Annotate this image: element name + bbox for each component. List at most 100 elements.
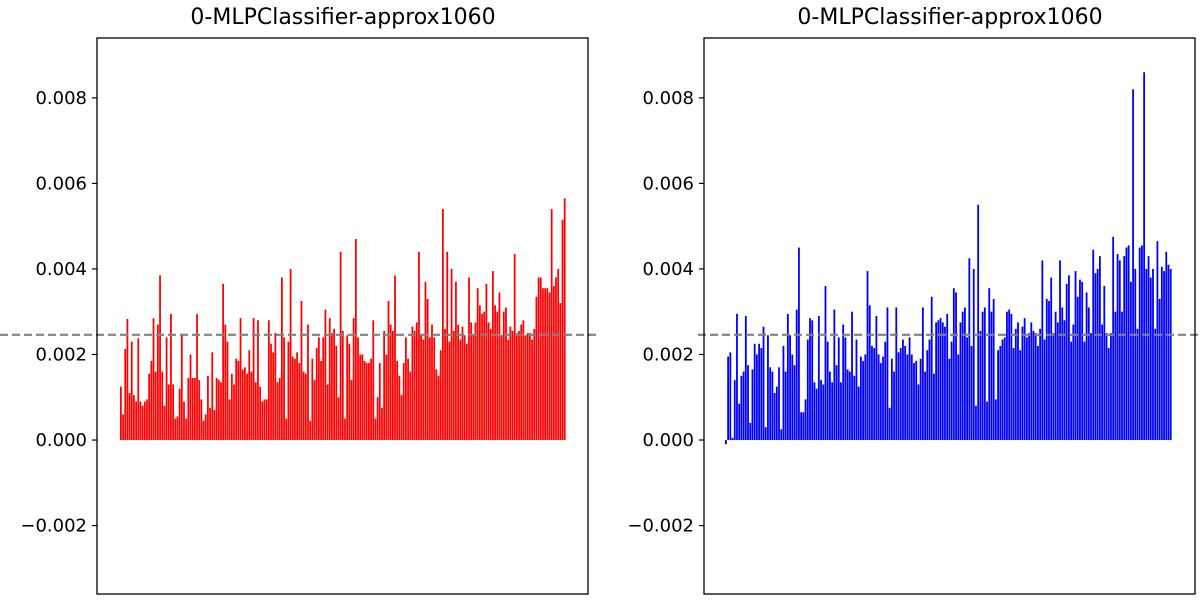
bar	[165, 337, 168, 441]
bar	[884, 341, 887, 441]
bar	[489, 328, 492, 441]
bar	[857, 386, 860, 441]
bar	[1114, 311, 1117, 441]
bar	[1116, 253, 1119, 441]
bar	[159, 275, 161, 441]
bar	[1167, 264, 1170, 441]
bar	[455, 281, 457, 441]
bar	[561, 219, 564, 441]
bar	[764, 427, 767, 441]
bar	[820, 380, 822, 441]
bar	[1094, 273, 1097, 441]
bar	[291, 356, 294, 441]
bar	[1110, 333, 1112, 441]
bar	[1092, 249, 1095, 441]
bar	[209, 407, 211, 441]
bar	[370, 358, 372, 441]
bar	[313, 380, 316, 441]
bar	[747, 365, 749, 441]
bar	[1061, 307, 1064, 441]
bar	[1023, 318, 1026, 441]
bar	[304, 373, 307, 441]
bar	[178, 388, 181, 441]
bar	[544, 288, 547, 441]
bar	[817, 316, 820, 441]
bar	[298, 363, 301, 441]
bar	[161, 371, 164, 441]
bar	[326, 384, 329, 441]
y-tick-label: 0.008	[642, 88, 694, 109]
bar	[448, 341, 451, 441]
bar	[529, 333, 531, 441]
bar	[917, 384, 920, 441]
bar	[853, 375, 856, 441]
bar	[972, 268, 975, 441]
bar	[496, 311, 499, 441]
bar	[526, 333, 529, 441]
y-tick-label: 0.008	[35, 88, 87, 109]
bar	[244, 367, 246, 441]
bar	[933, 373, 935, 441]
bar	[1141, 245, 1143, 441]
bar	[531, 339, 533, 441]
bar	[913, 363, 915, 441]
bar	[946, 313, 949, 441]
bar	[437, 375, 440, 441]
bar	[407, 358, 409, 441]
bar	[485, 283, 488, 441]
bar	[1014, 328, 1017, 441]
bar	[789, 335, 791, 441]
bar	[753, 343, 756, 441]
bar	[1039, 328, 1042, 441]
bar	[431, 324, 433, 441]
bar	[1059, 260, 1061, 441]
bar	[441, 209, 444, 441]
bar	[217, 380, 220, 441]
bar	[1127, 245, 1130, 441]
bar	[751, 369, 754, 441]
bar	[300, 301, 303, 441]
bar	[252, 318, 255, 441]
bar	[539, 277, 542, 441]
bar	[1143, 72, 1146, 441]
bar	[385, 354, 388, 441]
bar	[935, 322, 938, 441]
bar	[1008, 309, 1011, 441]
y-tick-label: 0.002	[35, 344, 87, 365]
bar	[977, 204, 980, 441]
bar	[272, 352, 275, 441]
bar	[339, 251, 342, 441]
bar	[135, 401, 138, 441]
bar	[233, 384, 235, 441]
bar	[997, 350, 999, 441]
bar	[150, 360, 153, 441]
bar	[237, 360, 240, 441]
bar	[239, 318, 242, 441]
y-tick-label: −0.002	[20, 516, 87, 537]
bar	[742, 371, 745, 441]
bar	[780, 429, 783, 441]
bar	[1065, 283, 1068, 441]
bar	[937, 320, 940, 441]
bar	[877, 354, 880, 441]
bar	[331, 333, 333, 441]
bar	[285, 418, 288, 441]
bar	[359, 354, 362, 441]
bar	[822, 384, 825, 441]
bar	[196, 313, 198, 441]
bar	[446, 251, 449, 441]
bar	[802, 412, 805, 441]
bar	[220, 382, 222, 441]
bar	[289, 268, 292, 441]
bar	[515, 333, 518, 441]
bar	[457, 324, 459, 441]
bar	[133, 395, 135, 441]
bar	[505, 307, 507, 441]
bar	[1052, 333, 1055, 441]
bar	[873, 348, 876, 441]
bar	[537, 277, 540, 441]
bar	[955, 292, 957, 441]
bar	[1074, 271, 1077, 441]
bar	[552, 286, 555, 441]
bar	[200, 399, 203, 441]
